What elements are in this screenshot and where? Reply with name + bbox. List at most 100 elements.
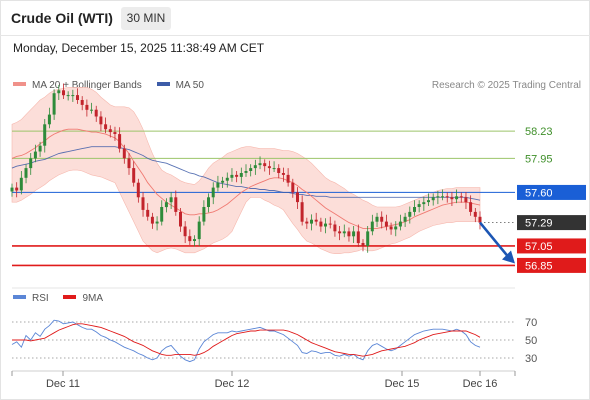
ma50-legend-label: MA 50 <box>175 80 204 91</box>
support-label: 56.85 <box>525 260 553 272</box>
candle-body <box>113 132 117 134</box>
candle-body <box>169 197 173 203</box>
header-divider <box>0 35 590 36</box>
candle-body <box>66 95 70 97</box>
candle-body <box>333 224 337 232</box>
candle-body <box>10 187 14 192</box>
candle-body <box>164 202 168 208</box>
candle-body <box>38 145 42 152</box>
candle-body <box>281 173 285 175</box>
instrument-title: Crude Oil (WTI) <box>11 10 113 26</box>
rsi-ma-legend-label: 9MA <box>82 293 104 304</box>
x-tick-label: Dec 15 <box>385 378 420 390</box>
candle-body <box>85 104 89 110</box>
candle-body <box>473 211 477 217</box>
candle-body <box>71 95 75 97</box>
candle-body <box>286 174 290 183</box>
rsi-tick-label: 30 <box>525 353 537 365</box>
candle-body <box>216 182 220 188</box>
candle-body <box>230 174 234 178</box>
candle-body <box>221 180 225 183</box>
header: Crude Oil (WTI) 30 MIN <box>0 0 590 36</box>
candle-body <box>263 163 267 167</box>
ma50-swatch <box>156 82 170 87</box>
last-price-label-bg <box>517 215 586 231</box>
candle-body <box>277 168 281 173</box>
candle-body <box>249 168 253 171</box>
candle-body <box>239 173 243 177</box>
candle-body <box>422 202 426 205</box>
support-label-bg <box>517 257 586 273</box>
pivot-label-bg <box>517 184 586 200</box>
rsi-tick-label: 70 <box>525 317 537 329</box>
candle-body <box>258 163 262 166</box>
candle-body <box>408 211 412 217</box>
candle-body <box>197 221 201 240</box>
candle-body <box>132 168 136 183</box>
candle-body <box>174 197 178 212</box>
candle-body <box>193 239 196 241</box>
candle-body <box>328 223 332 225</box>
candle-body <box>455 196 459 200</box>
candle-body <box>108 129 112 133</box>
candle-body <box>384 221 388 227</box>
candle-body <box>24 168 28 178</box>
rsi-line <box>11 319 481 363</box>
candle-body <box>29 158 33 169</box>
rsi-tick-label: 50 <box>525 335 537 347</box>
x-tick-label: Dec 12 <box>215 378 250 390</box>
ma50-line <box>11 146 481 201</box>
candle-body <box>155 221 159 224</box>
candle-body <box>118 134 122 149</box>
candle-body <box>296 192 299 203</box>
ma20-swatch <box>13 82 26 87</box>
candle-body <box>76 95 79 100</box>
datetime-label: Monday, December 15, 2025 11:38:49 AM CE… <box>13 41 265 55</box>
timeframe-badge[interactable]: 30 MIN <box>121 7 171 30</box>
candle-body <box>272 168 276 170</box>
x-tick-label: Dec 11 <box>46 378 80 390</box>
candle-body <box>99 116 103 125</box>
candle-body <box>211 187 215 198</box>
candle-body <box>300 202 304 222</box>
candle-body <box>314 219 318 222</box>
rsi-ma-swatch <box>63 295 77 300</box>
candle-body <box>338 231 342 234</box>
candle-body <box>57 90 61 94</box>
candle-body <box>394 226 398 230</box>
candle-body <box>347 231 351 237</box>
candle-body <box>459 196 463 198</box>
candle-body <box>235 174 239 177</box>
candle-body <box>450 197 454 200</box>
candle-body <box>305 221 309 224</box>
candle-body <box>253 165 257 169</box>
candle-body <box>122 148 126 159</box>
rsi-ma-line <box>12 323 481 357</box>
support-label: 57.05 <box>525 241 553 253</box>
candle-body <box>33 151 37 159</box>
candle-body <box>150 216 154 224</box>
candle-body <box>361 243 365 246</box>
candle-body <box>380 216 384 222</box>
candle-body <box>15 187 19 191</box>
ma20-legend-label: MA 20 + Bollinger Bands <box>32 80 142 91</box>
last-price-label: 57.29 <box>525 218 553 230</box>
candle-body <box>19 177 23 191</box>
candle-body <box>413 207 416 212</box>
candle-body <box>319 221 323 227</box>
candle-body <box>127 158 131 169</box>
support-label-bg <box>517 238 586 254</box>
candle-body <box>62 90 65 96</box>
candle-body <box>342 231 346 234</box>
candle-body <box>146 209 150 217</box>
candle-body <box>366 231 370 246</box>
research-credit: Research © 2025 Trading Central <box>431 80 581 91</box>
candle-body <box>244 171 248 173</box>
candle-body <box>417 204 421 207</box>
candle-body <box>291 182 295 193</box>
candle-body <box>389 226 393 230</box>
resistance-label: 57.95 <box>525 153 553 165</box>
price-legend: MA 20 + Bollinger Bands MA 50 <box>13 80 204 91</box>
candle-body <box>43 124 47 146</box>
